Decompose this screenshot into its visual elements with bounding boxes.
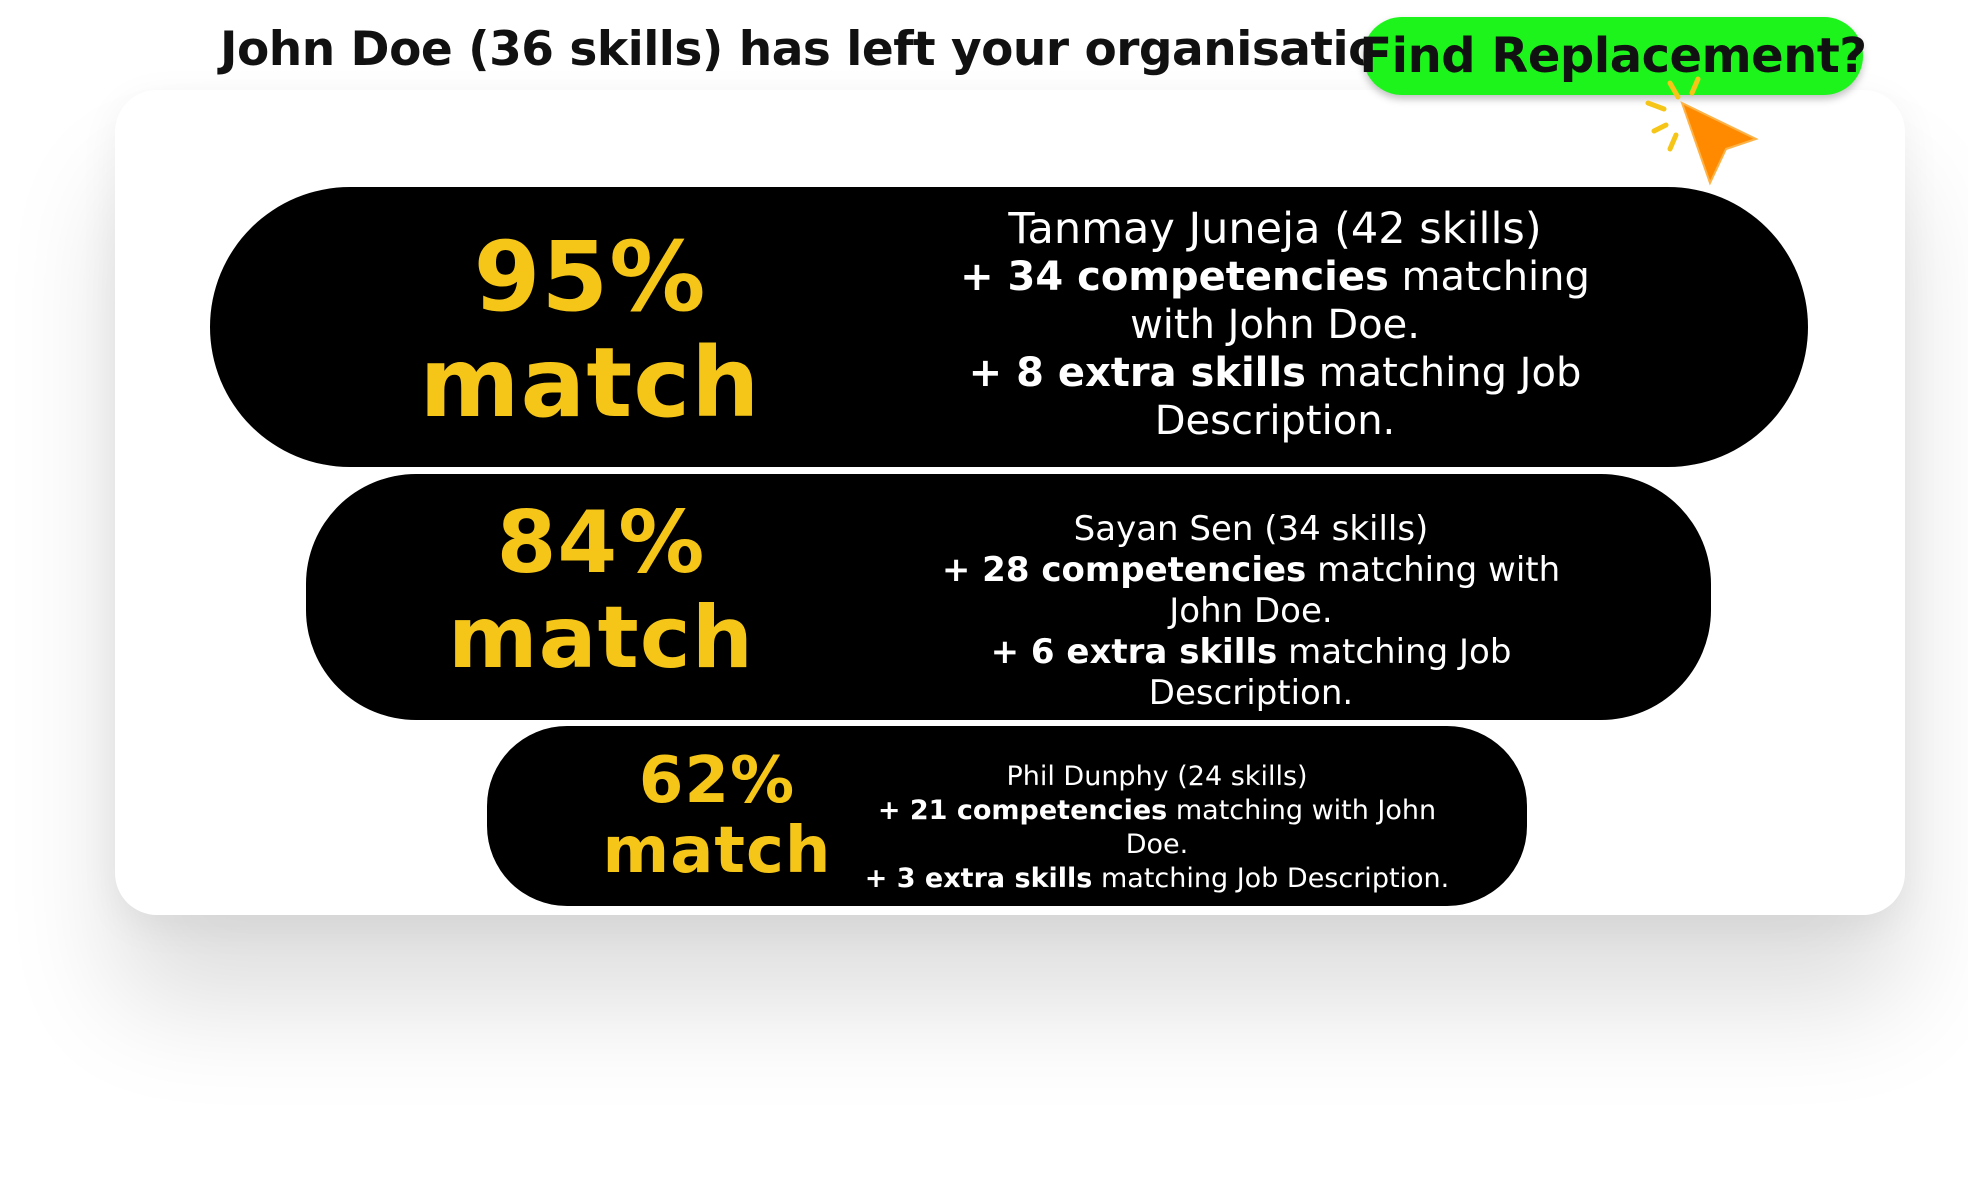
candidate-details: Tanmay Juneja (42 skills) + 34 competenc…	[930, 205, 1620, 445]
match-percent-value: 62%	[638, 744, 796, 818]
match-percent-value: 95%	[473, 221, 707, 333]
match-label: match	[448, 587, 754, 688]
candidate-skill-count: (42 skills)	[1334, 204, 1542, 254]
extra-skills-count: + 8 extra skills	[968, 350, 1306, 396]
match-percentage: 84% match	[426, 496, 776, 685]
extra-skills-text: matching Job Description.	[1148, 632, 1512, 713]
match-label: match	[602, 814, 832, 889]
candidate-name: Phil Dunphy	[1006, 761, 1169, 792]
competencies-count: + 21 competencies	[877, 795, 1168, 826]
candidate-details: Sayan Sen (34 skills) + 28 competencies …	[906, 509, 1596, 714]
candidate-name: Sayan Sen	[1073, 509, 1254, 549]
match-percent-value: 84%	[496, 493, 706, 593]
match-label: match	[419, 326, 761, 439]
competencies-text: matching with John Doe.	[1125, 795, 1437, 860]
page-title: John Doe (36 skills) has left your organ…	[220, 22, 1431, 77]
match-percentage: 62% match	[567, 746, 867, 887]
match-percentage: 95% match	[390, 221, 790, 439]
find-replacement-button[interactable]: Find Replacement?	[1359, 17, 1867, 95]
competencies-count: + 34 competencies	[960, 254, 1389, 300]
candidate-name: Tanmay Juneja	[1008, 204, 1321, 254]
candidate-row[interactable]: 62% match Phil Dunphy (24 skills) + 21 c…	[487, 726, 1527, 906]
candidate-skill-count: (24 skills)	[1177, 761, 1308, 792]
extra-skills-count: + 6 extra skills	[990, 632, 1278, 672]
click-cursor-icon	[1645, 76, 1759, 186]
competencies-text: matching with John Doe.	[1130, 254, 1590, 348]
competencies-count: + 28 competencies	[941, 550, 1307, 590]
candidate-row[interactable]: 84% match Sayan Sen (34 skills) + 28 com…	[306, 474, 1711, 720]
extra-skills-text: matching Job Description.	[1154, 350, 1582, 444]
candidate-details: Phil Dunphy (24 skills) + 21 competencie…	[847, 760, 1467, 896]
extra-skills-count: + 3 extra skills	[864, 863, 1093, 894]
extra-skills-text: matching Job Description.	[1100, 863, 1450, 894]
competencies-text: matching with John Doe.	[1169, 550, 1561, 631]
candidate-row[interactable]: 95% match Tanmay Juneja (42 skills) + 34…	[210, 187, 1808, 467]
candidate-skill-count: (34 skills)	[1264, 509, 1429, 549]
